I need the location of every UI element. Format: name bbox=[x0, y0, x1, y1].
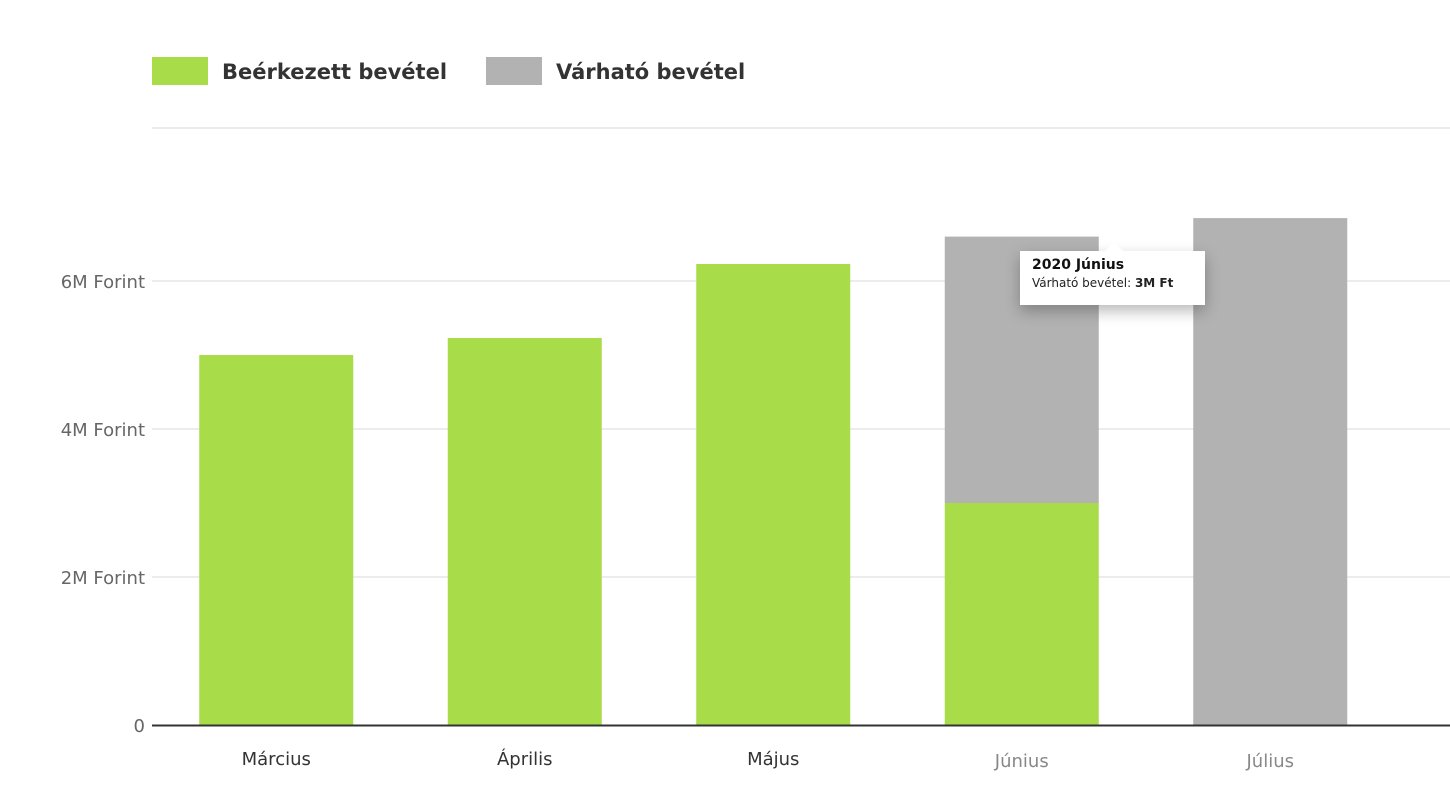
tooltip-value: 3M Ft bbox=[1134, 276, 1174, 290]
tooltip-series-label: Várható bevétel: bbox=[1032, 276, 1132, 290]
bar-received-2[interactable] bbox=[696, 263, 851, 725]
bar-received-3[interactable] bbox=[944, 503, 1099, 725]
bar-received-0[interactable] bbox=[199, 355, 354, 725]
y-tick-label: 0 bbox=[134, 716, 145, 737]
x-tick-label: Július bbox=[1245, 751, 1294, 772]
chart-tooltip: 2020 Június Várható bevétel: 3M Ft bbox=[1020, 242, 1205, 305]
x-tick-label: Április bbox=[497, 748, 553, 770]
x-tick-label: Március bbox=[242, 749, 311, 770]
legend-label-received[interactable]: Beérkezett bevétel bbox=[222, 60, 447, 84]
legend-label-expected[interactable]: Várható bevétel bbox=[556, 60, 745, 84]
tooltip-value-line: Várható bevétel: 3M Ft bbox=[1032, 274, 1193, 292]
tooltip-title: 2020 Június bbox=[1032, 257, 1125, 273]
legend-swatch-expected[interactable] bbox=[486, 57, 542, 85]
y-tick-label: 6M Forint bbox=[61, 272, 145, 293]
y-tick-label: 4M Forint bbox=[61, 420, 145, 441]
legend-swatch-received[interactable] bbox=[152, 57, 208, 85]
bar-received-1[interactable] bbox=[447, 337, 602, 725]
bar-expected-4[interactable] bbox=[1193, 218, 1348, 725]
x-tick-label: Június bbox=[994, 751, 1049, 772]
y-tick-label: 2M Forint bbox=[61, 568, 145, 589]
tooltip-arrow bbox=[1105, 242, 1123, 251]
x-tick-label: Május bbox=[747, 749, 799, 770]
